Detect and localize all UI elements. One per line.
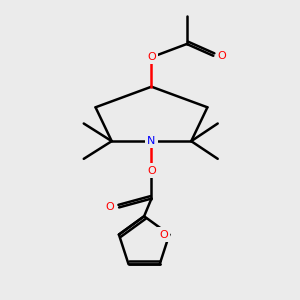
Text: O: O <box>159 230 168 240</box>
Text: O: O <box>218 51 226 61</box>
Text: N: N <box>147 136 156 146</box>
Text: O: O <box>105 202 114 212</box>
Text: O: O <box>147 166 156 176</box>
Text: O: O <box>147 52 156 62</box>
